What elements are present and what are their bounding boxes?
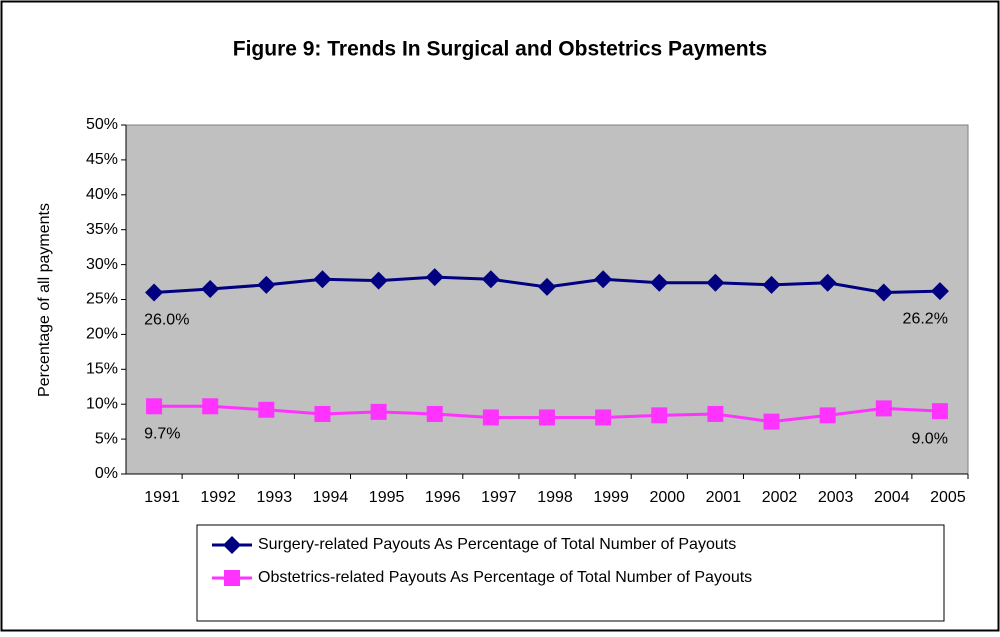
data-point (202, 398, 219, 415)
data-point (594, 270, 613, 289)
data-point (875, 400, 892, 417)
x-tick-label: 1997 (481, 489, 517, 506)
x-tick-label: 1999 (593, 489, 629, 506)
data-point (930, 282, 949, 301)
y-tick-label: 15% (86, 361, 118, 378)
data-point (258, 401, 275, 418)
data-point (146, 398, 163, 415)
data-point (595, 409, 612, 426)
y-tick-label: 45% (86, 151, 118, 168)
data-point (651, 407, 668, 424)
x-tick-label: 1998 (537, 489, 573, 506)
x-tick-label: 1993 (257, 489, 293, 506)
x-tick-label: 1994 (313, 489, 349, 506)
data-point (762, 275, 781, 294)
data-point (426, 405, 443, 422)
data-point (257, 275, 276, 294)
x-tick-label: 2005 (930, 489, 966, 506)
data-point (370, 403, 387, 420)
y-tick-label: 50% (86, 116, 118, 133)
data-point (931, 403, 948, 420)
x-tick-label: 1991 (144, 489, 180, 506)
data-label: 9.7% (144, 426, 180, 443)
y-axis-label: Percentage of all payments (36, 203, 53, 397)
y-tick-label: 0% (95, 465, 118, 482)
data-point (874, 283, 893, 302)
data-point (369, 271, 388, 290)
data-label: 9.0% (911, 430, 947, 447)
y-tick-label: 35% (86, 221, 118, 238)
y-tick-label: 25% (86, 291, 118, 308)
data-point (819, 407, 836, 424)
legend-marker (224, 570, 240, 586)
data-label: 26.0% (144, 312, 189, 329)
data-label: 26.2% (903, 310, 948, 327)
legend-label: Obstetrics-related Payouts As Percentage… (258, 569, 752, 586)
data-point (201, 280, 220, 299)
data-point (482, 409, 499, 426)
data-point (706, 273, 725, 292)
x-tick-label: 2003 (818, 489, 854, 506)
data-point (650, 273, 669, 292)
data-point (707, 405, 724, 422)
data-point (763, 413, 780, 430)
legend-marker (223, 536, 241, 554)
y-tick-label: 30% (86, 256, 118, 273)
y-tick-label: 20% (86, 326, 118, 343)
x-tick-label: 2002 (762, 489, 798, 506)
y-tick-label: 10% (86, 395, 118, 412)
legend-box (196, 524, 945, 622)
x-tick-label: 1992 (200, 489, 236, 506)
data-point (538, 277, 556, 296)
data-point (425, 268, 444, 287)
x-tick-label: 2001 (706, 489, 742, 506)
y-tick-label: 40% (86, 186, 118, 203)
data-point (481, 270, 500, 289)
data-point (818, 273, 837, 292)
data-point (314, 405, 331, 422)
chart-title: Figure 9: Trends In Surgical and Obstetr… (233, 38, 768, 61)
data-point (313, 270, 332, 289)
x-tick-label: 2000 (649, 489, 685, 506)
x-tick-label: 1996 (425, 489, 461, 506)
data-point (145, 283, 164, 302)
x-tick-label: 1995 (369, 489, 405, 506)
legend-label: Surgery-related Payouts As Percentage of… (258, 536, 736, 553)
data-point (539, 409, 555, 426)
y-tick-label: 5% (95, 430, 118, 447)
x-tick-label: 2004 (874, 489, 910, 506)
